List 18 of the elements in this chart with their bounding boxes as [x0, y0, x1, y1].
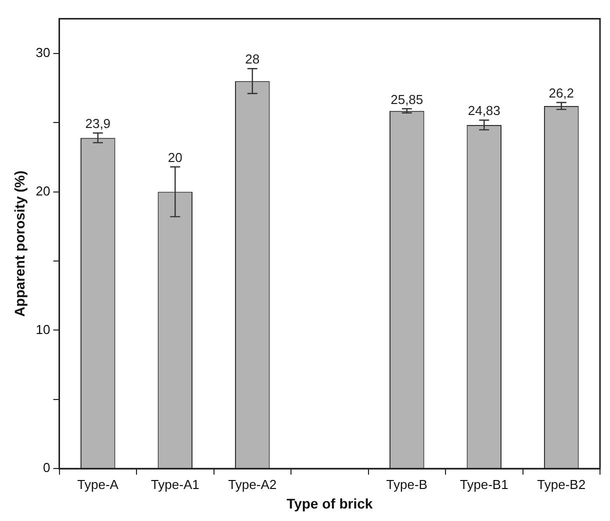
x-tick-label: Type-A1	[150, 476, 200, 492]
data-label: 20	[168, 150, 182, 165]
data-label: 24,83	[468, 103, 500, 118]
x-tick-label: Type-A	[77, 476, 119, 492]
y-tick-label: 0	[43, 460, 50, 476]
data-label: 23,9	[85, 116, 111, 132]
y-tick-label: 20	[36, 183, 50, 198]
x-tick-label: Type-B1	[460, 476, 508, 492]
x-tick-label: Type-B	[386, 476, 428, 492]
data-label: 28	[245, 52, 260, 67]
x-axis-title: Type of brick	[286, 495, 373, 512]
data-label: 26,2	[548, 86, 574, 101]
x-tick-label: Type-B2	[537, 476, 586, 492]
data-label: 25,85	[390, 92, 424, 107]
y-tick-label: 30	[36, 44, 50, 60]
y-axis-title: Apparent porosity (%)	[11, 170, 28, 317]
x-tick-label: Type-A2	[228, 476, 277, 492]
y-tick-label: 10	[36, 322, 50, 337]
